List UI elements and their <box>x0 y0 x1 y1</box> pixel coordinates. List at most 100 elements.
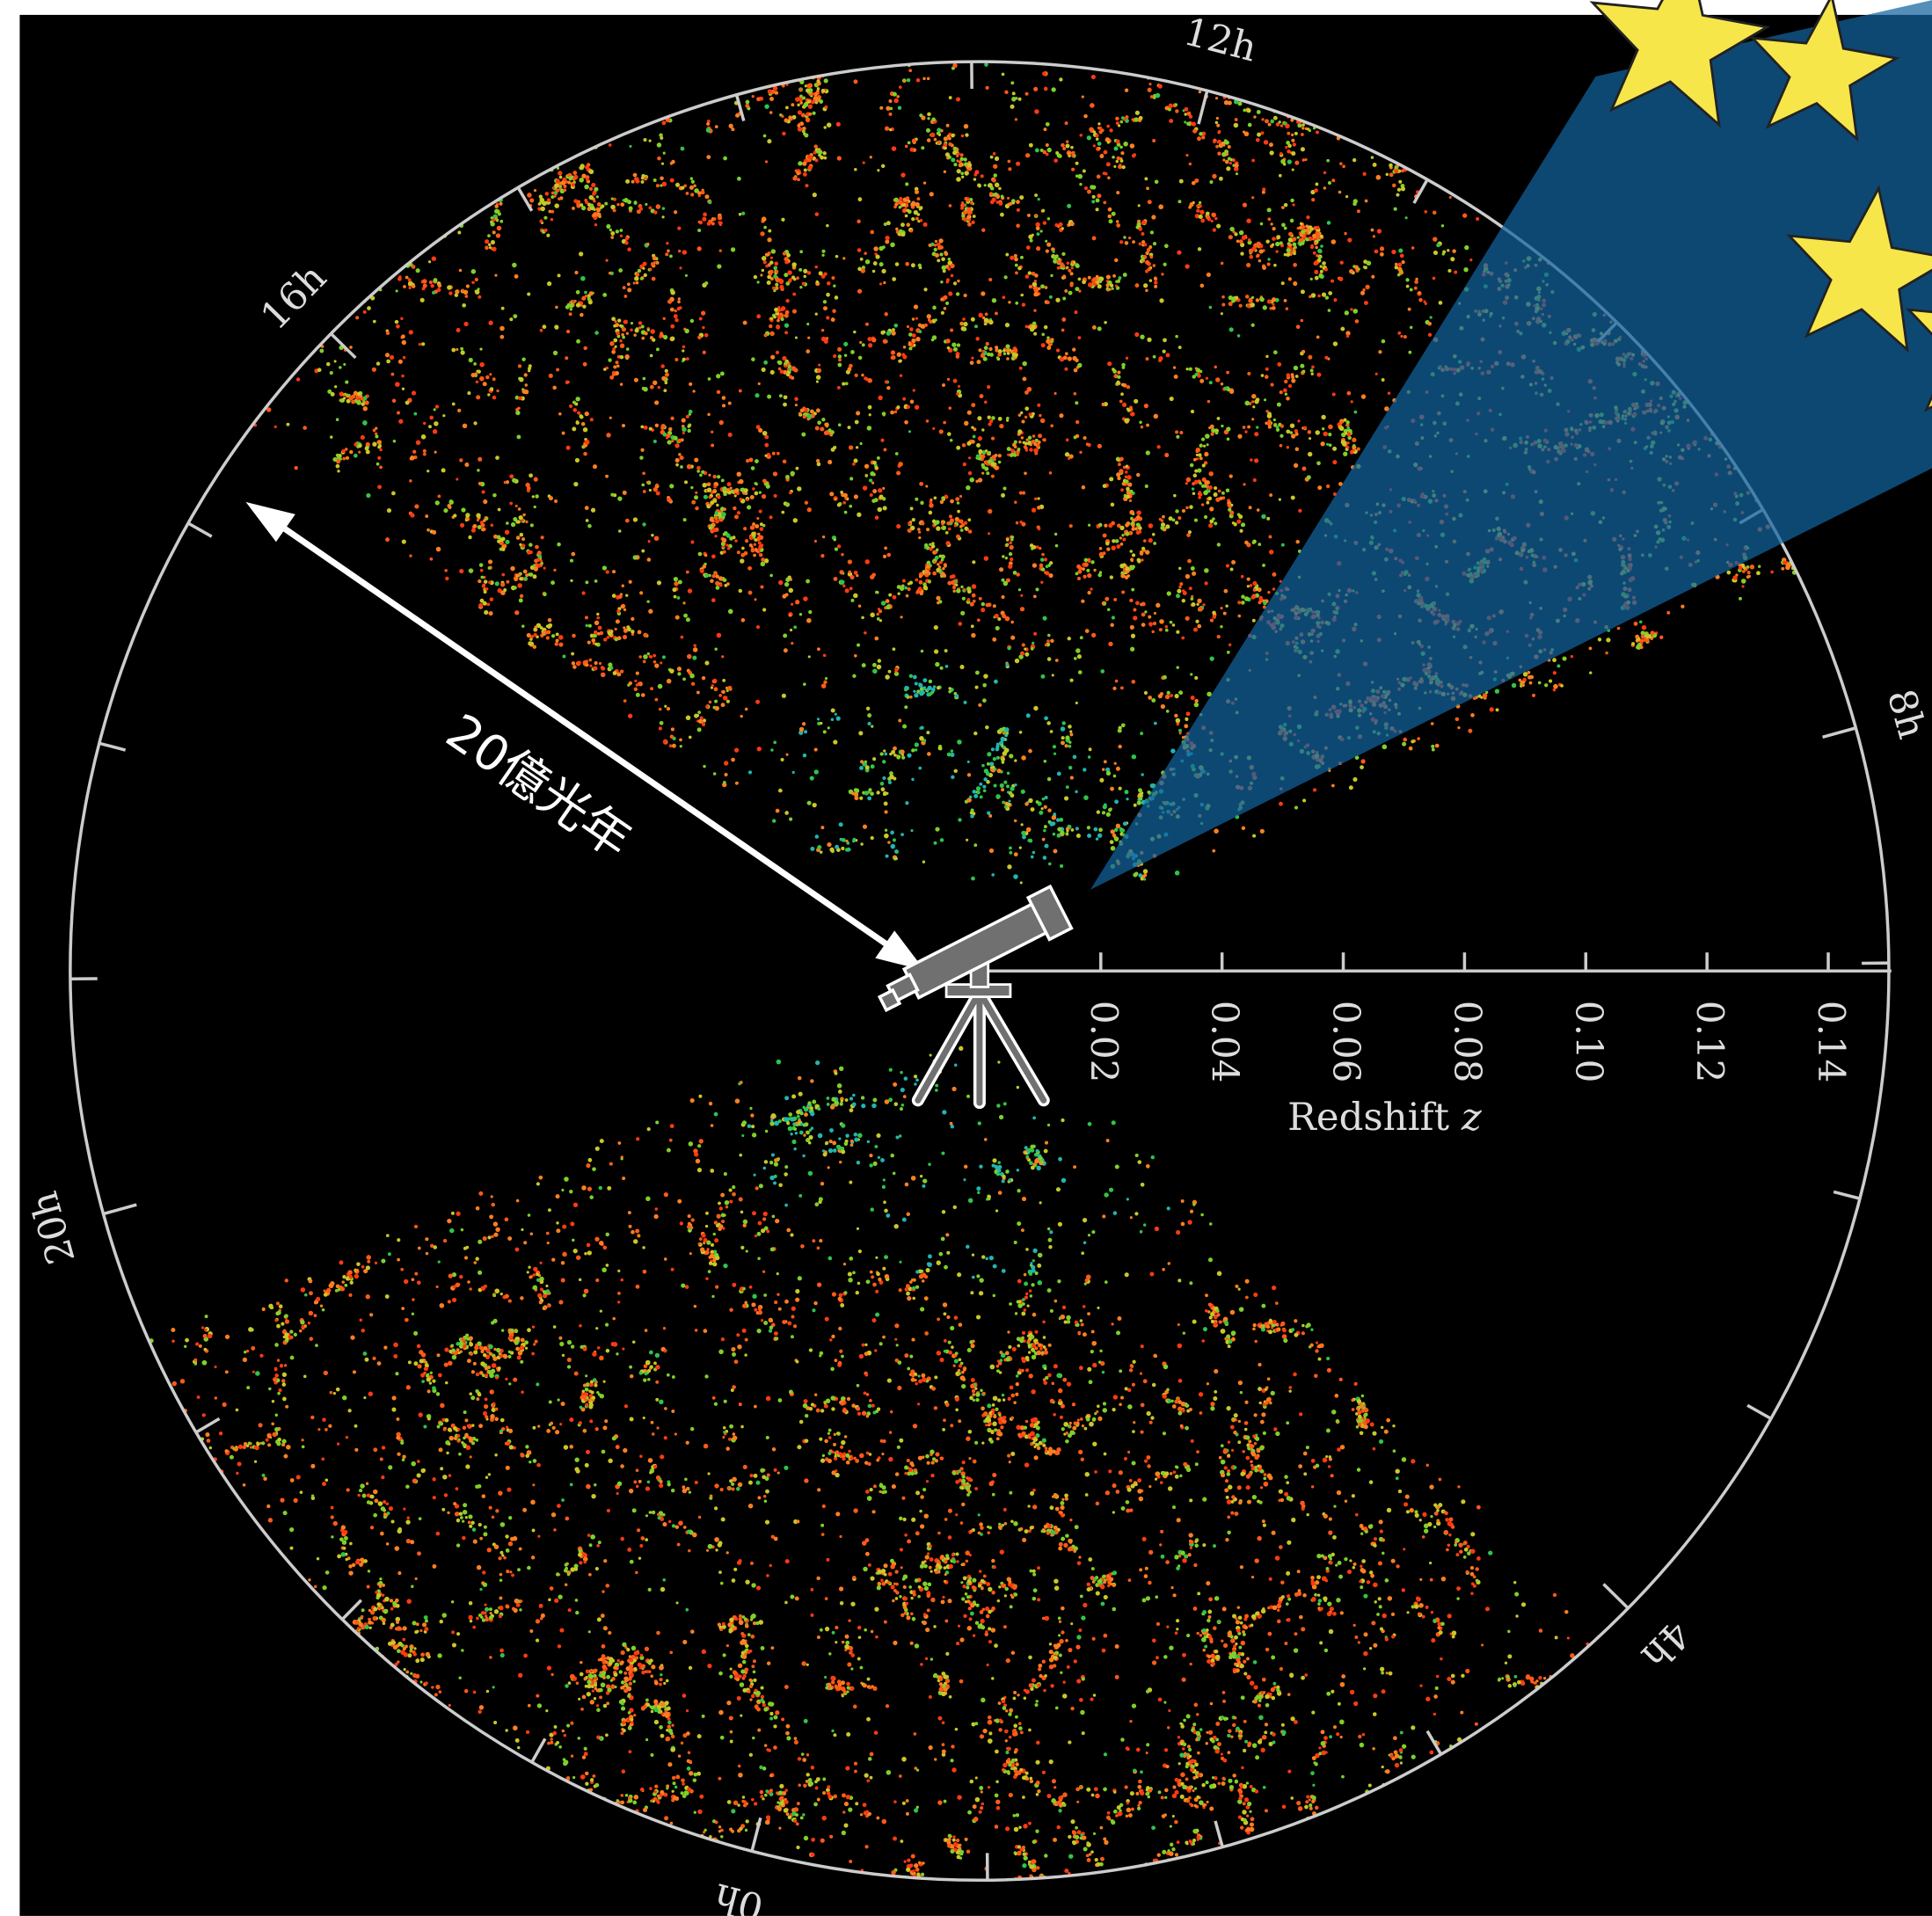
galaxy <box>1141 874 1146 878</box>
galaxy <box>529 523 534 528</box>
galaxy <box>784 582 790 587</box>
galaxy <box>1061 142 1065 148</box>
galaxy <box>480 522 485 528</box>
galaxy <box>607 630 613 636</box>
galaxy <box>961 217 965 221</box>
galaxy <box>735 113 740 118</box>
galaxy <box>746 498 749 501</box>
galaxy <box>1095 208 1099 212</box>
galaxy <box>568 176 573 181</box>
galaxy <box>1291 133 1294 137</box>
galaxy <box>822 300 827 304</box>
galaxy <box>872 757 877 761</box>
galaxy <box>1148 538 1153 543</box>
galaxy <box>850 350 855 354</box>
galaxy <box>820 155 825 160</box>
galaxy <box>1158 517 1162 521</box>
galaxy <box>1010 535 1015 539</box>
galaxy <box>988 319 994 325</box>
galaxy <box>1093 568 1097 572</box>
galaxy <box>915 497 919 501</box>
galaxy <box>997 349 1002 353</box>
galaxy <box>1198 200 1202 205</box>
galaxy <box>1107 207 1112 212</box>
galaxy <box>1211 212 1217 218</box>
galaxy <box>394 319 399 324</box>
galaxy <box>1293 251 1296 256</box>
galaxy <box>1418 291 1421 295</box>
galaxy <box>1048 573 1053 579</box>
galaxy <box>401 339 407 346</box>
galaxy <box>682 431 685 435</box>
galaxy <box>422 283 427 288</box>
galaxy <box>1243 108 1247 113</box>
galaxy <box>614 345 617 348</box>
galaxy <box>900 232 906 237</box>
galaxy <box>409 479 412 483</box>
galaxy <box>1108 288 1112 291</box>
galaxy <box>997 416 1002 421</box>
galaxy <box>1096 810 1101 814</box>
galaxy <box>761 557 765 562</box>
galaxy <box>575 397 580 402</box>
galaxy <box>938 238 944 244</box>
galaxy <box>661 655 666 659</box>
galaxy <box>661 120 667 126</box>
galaxy <box>1068 290 1073 295</box>
galaxy <box>713 484 718 489</box>
galaxy <box>696 470 700 473</box>
galaxy <box>725 688 729 693</box>
galaxy <box>1344 432 1348 435</box>
galaxy <box>1185 482 1188 485</box>
galaxy <box>1214 97 1219 100</box>
galaxy <box>643 273 647 278</box>
galaxy <box>415 440 421 445</box>
galaxy <box>1217 139 1221 144</box>
galaxy <box>1131 553 1136 557</box>
galaxy <box>506 579 510 584</box>
galaxy <box>760 231 765 237</box>
galaxy <box>1039 810 1044 815</box>
galaxy <box>555 178 560 184</box>
galaxy <box>879 752 884 756</box>
galaxy <box>1102 551 1106 556</box>
galaxy <box>922 585 928 590</box>
galaxy <box>514 577 518 580</box>
galaxy <box>732 535 736 540</box>
galaxy <box>1111 545 1116 550</box>
galaxy <box>1097 833 1103 838</box>
galaxy <box>345 455 350 460</box>
galaxy <box>803 102 809 107</box>
galaxy <box>664 368 668 373</box>
galaxy <box>860 842 864 846</box>
galaxy <box>671 743 676 748</box>
galaxy <box>1002 349 1006 353</box>
galaxy <box>1389 163 1393 168</box>
galaxy <box>476 518 479 522</box>
galaxy <box>358 397 362 401</box>
galaxy <box>1024 647 1027 651</box>
galaxy <box>798 267 803 272</box>
galaxy <box>1198 607 1203 612</box>
galaxy <box>784 259 789 265</box>
galaxy <box>904 688 908 692</box>
galaxy <box>774 307 779 312</box>
galaxy <box>510 521 516 528</box>
galaxy <box>914 748 918 752</box>
galaxy <box>761 216 767 222</box>
galaxy <box>1640 634 1645 639</box>
galaxy <box>961 175 965 178</box>
galaxy <box>713 687 718 692</box>
galaxy <box>713 499 718 503</box>
galaxy <box>885 854 889 858</box>
galaxy <box>1267 419 1272 423</box>
galaxy <box>535 544 539 550</box>
galaxy <box>1181 736 1185 739</box>
galaxy <box>372 319 376 324</box>
galaxy <box>482 601 487 606</box>
galaxy <box>870 764 875 769</box>
galaxy <box>722 532 726 536</box>
galaxy <box>1231 559 1236 565</box>
galaxy <box>1268 142 1273 148</box>
galaxy <box>952 281 958 286</box>
